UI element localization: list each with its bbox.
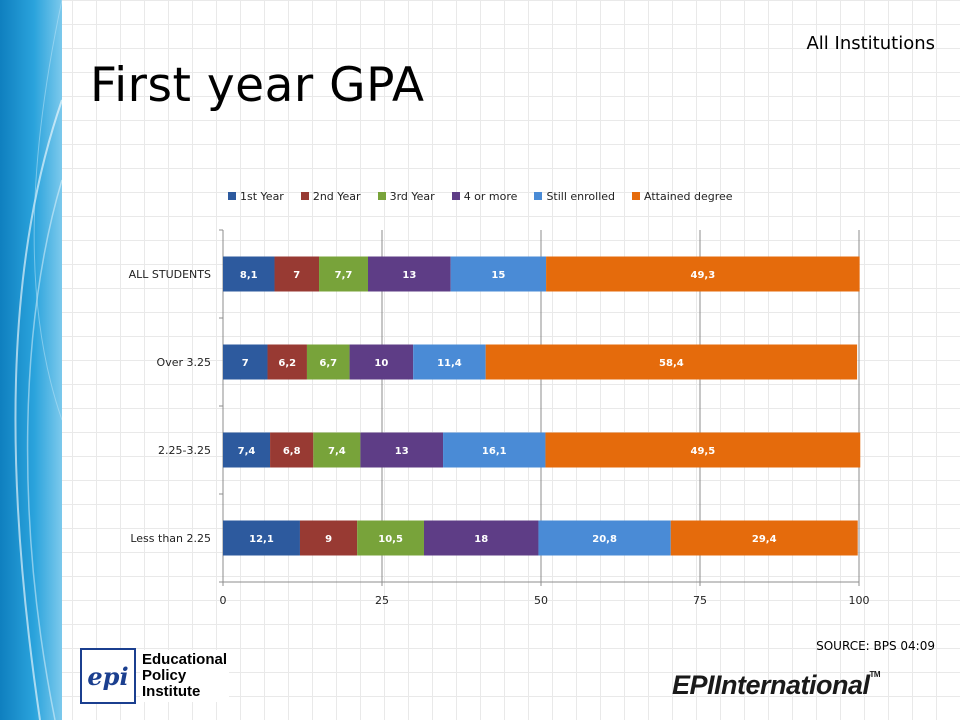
x-tick-label: 0 <box>220 594 227 607</box>
bar-segment <box>368 256 451 292</box>
bar-segment <box>360 432 444 468</box>
subtitle: All Institutions <box>806 33 935 54</box>
bar-segment <box>450 256 547 292</box>
legend-label: 1st Year <box>240 189 284 203</box>
x-tick-label: 100 <box>849 594 870 607</box>
data-label: 7,4 <box>238 446 256 457</box>
bar-segment <box>270 432 314 468</box>
data-label: 9 <box>325 534 332 545</box>
bar-segment <box>274 256 320 292</box>
decorative-curves <box>14 0 62 720</box>
legend-item: 1st Year <box>228 190 284 203</box>
bar-segment <box>443 432 546 468</box>
legend-label: 4 or more <box>463 189 518 203</box>
bar-segment <box>670 520 858 556</box>
category-label: Less than 2.25 <box>130 532 211 545</box>
data-label: 13 <box>395 446 409 457</box>
data-label: 8,1 <box>240 270 258 281</box>
legend-swatch <box>534 192 543 200</box>
source-note: SOURCE: BPS 04:09 <box>816 639 935 653</box>
legend-swatch <box>377 192 386 200</box>
epi-international-wordmark: EPIInternational <box>672 670 870 700</box>
bar-segment <box>223 344 268 380</box>
data-label: 49,5 <box>691 446 716 457</box>
chart-legend: 1st Year 2nd Year 3rd Year 4 or more Still e… <box>228 188 750 204</box>
legend-label: Attained degree <box>644 189 733 203</box>
legend-swatch <box>632 192 641 200</box>
page-title: First year GPA <box>90 58 425 113</box>
epi-international-logo: EPIInternationalTM <box>672 670 881 701</box>
data-label: 7,4 <box>328 446 346 457</box>
bar-segment <box>357 520 424 556</box>
bar-segment <box>223 520 300 556</box>
data-label: 20,8 <box>592 534 617 545</box>
legend-swatch <box>451 192 460 200</box>
decorative-side-band <box>0 0 62 720</box>
data-label: 6,2 <box>278 358 296 369</box>
legend-item: 3rd Year <box>377 189 435 203</box>
bar-segment <box>545 432 861 468</box>
bar-segment <box>299 520 358 556</box>
bar-segment <box>306 344 350 380</box>
legend-item: 2nd Year <box>300 189 361 203</box>
category-label: Over 3.25 <box>157 356 211 369</box>
data-label: 15 <box>491 270 505 281</box>
legend-item: Still enrolled <box>534 190 615 203</box>
data-label: 7 <box>242 358 249 369</box>
epi-logo-text: Educational Policy Institute <box>140 650 230 702</box>
legend-swatch <box>228 192 236 200</box>
bar-segment <box>267 344 307 380</box>
legend-label: 2nd Year <box>312 189 361 203</box>
category-label: 2.25-3.25 <box>158 444 211 457</box>
category-label: ALL STUDENTS <box>129 268 211 281</box>
bar-segment <box>349 344 414 380</box>
data-label: 10 <box>374 358 388 369</box>
data-label: 7,7 <box>335 270 353 281</box>
data-label: 58,4 <box>659 358 684 369</box>
epi-logo-mark: epi <box>80 648 136 704</box>
legend-swatch <box>300 192 309 200</box>
bar-segment <box>423 520 539 556</box>
data-label: 18 <box>474 534 488 545</box>
x-tick-label: 75 <box>693 594 707 607</box>
epi-logo: epi Educational Policy Institute <box>80 648 230 704</box>
bar-segment <box>313 432 361 468</box>
data-label: 6,8 <box>283 446 301 457</box>
bar-segment <box>546 256 860 292</box>
bar-segment <box>413 344 486 380</box>
bar-segment <box>538 520 671 556</box>
bar-segment <box>223 432 271 468</box>
x-tick-label: 50 <box>534 594 548 607</box>
legend-item: 4 or more <box>451 189 518 203</box>
data-label: 29,4 <box>752 534 777 545</box>
data-label: 11,4 <box>437 358 462 369</box>
trademark-mark: TM <box>869 670 881 679</box>
epi-logo-line: Institute <box>142 683 201 700</box>
data-label: 49,3 <box>691 270 716 281</box>
bar-segment <box>319 256 369 292</box>
data-label: 10,5 <box>378 534 403 545</box>
epi-logo-line: Policy <box>142 667 187 684</box>
bar-segment <box>223 256 275 292</box>
epi-logo-line: Educational <box>142 651 228 668</box>
data-label: 6,7 <box>319 358 337 369</box>
data-label: 16,1 <box>482 446 507 457</box>
legend-label: 3rd Year <box>389 189 435 203</box>
data-label: 13 <box>402 270 416 281</box>
x-tick-label: 25 <box>375 594 389 607</box>
bar-segment <box>485 344 858 380</box>
legend-item: Attained degree <box>632 190 733 203</box>
data-label: 12,1 <box>249 534 274 545</box>
legend-label: Still enrolled <box>546 189 616 203</box>
data-label: 7 <box>293 270 300 281</box>
